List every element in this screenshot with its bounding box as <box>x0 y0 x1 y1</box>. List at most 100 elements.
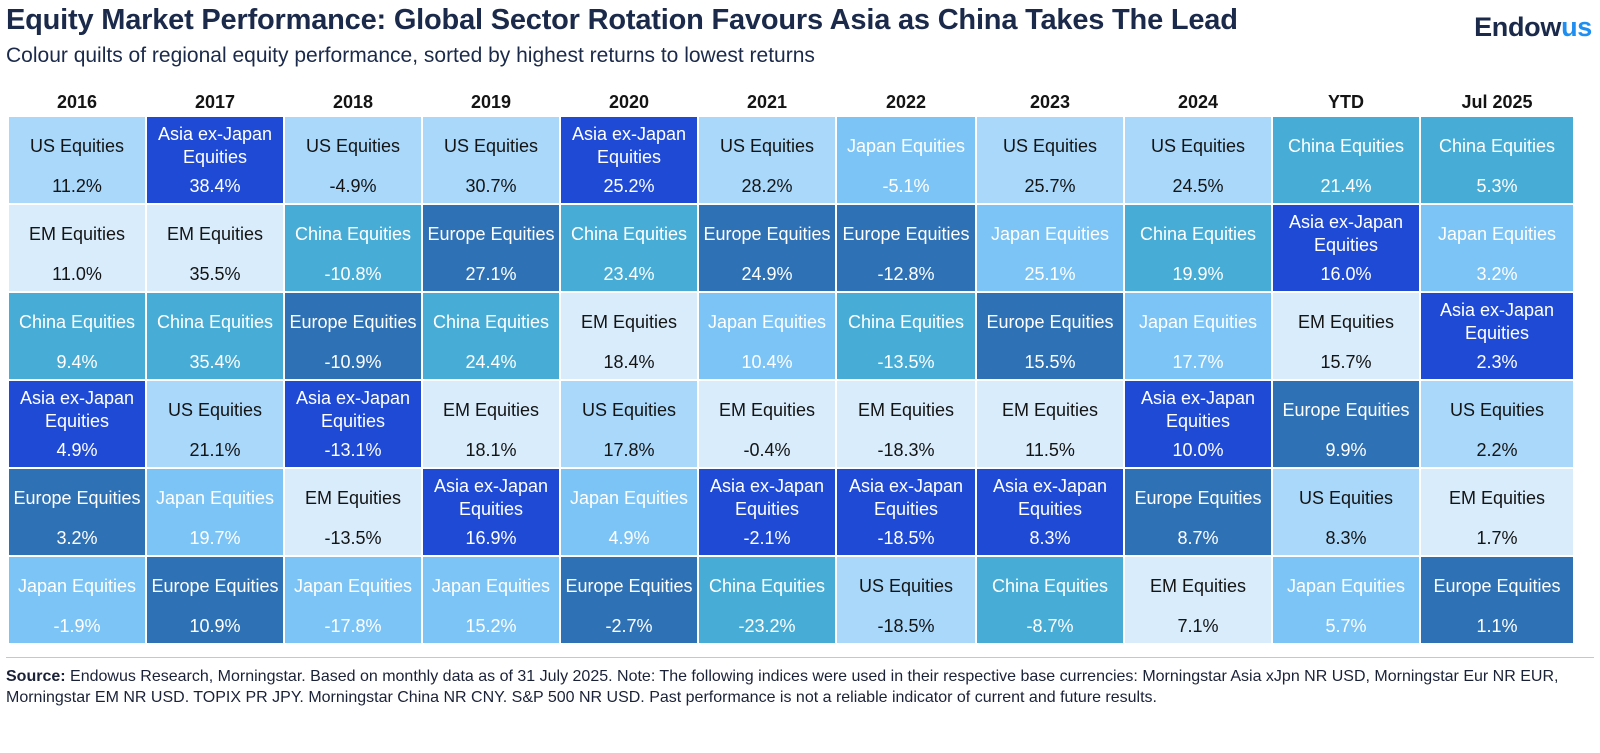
column-header-2017: 2017 <box>194 92 236 112</box>
quilt-cell-value: 23.4% <box>603 264 655 284</box>
quilt-cell-value: -17.8% <box>324 616 382 636</box>
quilt-cell-2019-rank-4: EM Equities 18.1% <box>422 380 560 468</box>
quilt-cell-2016-rank-3: China Equities 9.4% <box>8 292 146 380</box>
quilt-cell-label: Europe Equities <box>703 223 831 244</box>
column-header-2024: 2024 <box>1177 92 1219 112</box>
quilt-cell-label: China Equities <box>432 311 550 332</box>
quilt-cell-label: US Equities <box>443 135 539 156</box>
quilt-cell-label: Asia ex-Japan Equities <box>709 476 825 519</box>
column-header-2016: 2016 <box>56 92 98 112</box>
column-header-2019: 2019 <box>470 92 512 112</box>
quilt-cell-value: -12.8% <box>877 264 935 284</box>
quilt-cell-label: Europe Equities <box>1433 575 1561 596</box>
quilt-cell-value: -18.5% <box>877 528 935 548</box>
quilt-cell-label: Japan Equities <box>17 575 137 596</box>
quilt-cell-label: Japan Equities <box>1138 311 1258 332</box>
quilt-cell-2022-rank-5: Asia ex-Japan Equities -18.5% <box>836 468 976 556</box>
quilt-cell-2022-rank-1: Japan Equities -5.1% <box>836 116 976 204</box>
logo-text-accent: us <box>1561 12 1592 42</box>
quilt-cell-value: -4.9% <box>329 176 377 196</box>
quilt-cell-2024-rank-3: Japan Equities 17.7% <box>1124 292 1272 380</box>
quilt-cell-ytd-rank-6: Japan Equities 5.7% <box>1272 556 1420 644</box>
column-header-2018: 2018 <box>332 92 374 112</box>
quilt-cell-2024-rank-1: US Equities 24.5% <box>1124 116 1272 204</box>
quilt-cell-label: Japan Equities <box>431 575 551 596</box>
quilt-cell-2017-rank-2: EM Equities 35.5% <box>146 204 284 292</box>
quilt-cell-2021-rank-6: China Equities -23.2% <box>698 556 836 644</box>
footer-divider <box>6 657 1594 658</box>
chart-subtitle: Colour quilts of regional equity perform… <box>6 44 815 67</box>
quilt-cell-2018-rank-6: Japan Equities -17.8% <box>284 556 422 644</box>
quilt-cell-value: 17.7% <box>1172 352 1224 372</box>
quilt-cell-value: -18.5% <box>877 616 935 636</box>
quilt-cell-value: -13.5% <box>324 528 382 548</box>
quilt-cell-value: 8.3% <box>1029 528 1071 548</box>
quilt-cell-2020-rank-3: EM Equities 18.4% <box>560 292 698 380</box>
quilt-cell-label: EM Equities <box>1448 487 1546 508</box>
quilt-cell-value: -18.3% <box>877 440 935 460</box>
quilt-cell-2021-rank-5: Asia ex-Japan Equities -2.1% <box>698 468 836 556</box>
quilt-cell-value: 15.5% <box>1024 352 1076 372</box>
quilt-cell-2019-rank-1: US Equities 30.7% <box>422 116 560 204</box>
quilt-cell-jul-2025-rank-4: US Equities 2.2% <box>1420 380 1574 468</box>
quilt-cell-label: China Equities <box>294 223 412 244</box>
quilt-cell-label: US Equities <box>1002 135 1098 156</box>
quilt-cell-2021-rank-1: US Equities 28.2% <box>698 116 836 204</box>
quilt-cell-2020-rank-1: Asia ex-Japan Equities 25.2% <box>560 116 698 204</box>
quilt-cell-2022-rank-6: US Equities -18.5% <box>836 556 976 644</box>
column-header-2022: 2022 <box>885 92 927 112</box>
quilt-cell-label: China Equities <box>156 311 274 332</box>
quilt-cell-value: 19.9% <box>1172 264 1224 284</box>
quilt-cell-2020-rank-6: Europe Equities -2.7% <box>560 556 698 644</box>
quilt-cell-2021-rank-3: Japan Equities 10.4% <box>698 292 836 380</box>
quilt-cell-value: 11.5% <box>1025 440 1075 460</box>
quilt-cell-value: 16.0% <box>1320 264 1372 284</box>
quilt-cell-value: 16.9% <box>465 528 517 548</box>
quilt-cell-jul-2025-rank-2: Japan Equities 3.2% <box>1420 204 1574 292</box>
quilt-cell-label: EM Equities <box>580 311 678 332</box>
quilt-cell-value: 15.2% <box>465 616 517 636</box>
quilt-cell-value: -23.2% <box>738 616 796 636</box>
quilt-cell-2016-rank-5: Europe Equities 3.2% <box>8 468 146 556</box>
quilt-cell-label: China Equities <box>1287 135 1405 156</box>
quilt-cell-label: Japan Equities <box>707 311 827 332</box>
quilt-cell-label: Asia ex-Japan Equities <box>157 124 273 167</box>
quilt-cell-value: -10.8% <box>324 264 382 284</box>
quilt-cell-value: 5.7% <box>1325 616 1367 636</box>
quilt-cell-ytd-rank-3: EM Equities 15.7% <box>1272 292 1420 380</box>
quilt-cell-value: 3.2% <box>1476 264 1518 284</box>
quilt-cell-value: 9.4% <box>56 352 98 372</box>
quilt-cell-label: China Equities <box>1139 223 1257 244</box>
quilt-cell-ytd-rank-5: US Equities 8.3% <box>1272 468 1420 556</box>
column-header-ytd: YTD <box>1328 92 1364 112</box>
column-header-jul-2025: Jul 2025 <box>1461 92 1533 112</box>
quilt-cell-label: EM Equities <box>304 487 402 508</box>
quilt-cell-label: US Equities <box>858 575 954 596</box>
endowus-logo: Endowus <box>1474 12 1592 43</box>
quilt-cell-value: 3.2% <box>56 528 98 548</box>
quilt-cell-label: Asia ex-Japan Equities <box>1288 212 1404 255</box>
quilt-cell-label: US Equities <box>1449 399 1545 420</box>
quilt-cell-value: 5.3% <box>1476 176 1518 196</box>
quilt-cell-2019-rank-3: China Equities 24.4% <box>422 292 560 380</box>
quilt-cell-label: Europe Equities <box>565 575 693 596</box>
quilt-cell-2023-rank-5: Asia ex-Japan Equities 8.3% <box>976 468 1124 556</box>
quilt-cell-value: -2.1% <box>743 528 791 548</box>
quilt-cell-value: 1.1% <box>1476 616 1518 636</box>
quilt-cell-label: US Equities <box>1298 487 1394 508</box>
column-header-2023: 2023 <box>1029 92 1071 112</box>
quilt-cell-2018-rank-5: EM Equities -13.5% <box>284 468 422 556</box>
quilt-cell-label: Europe Equities <box>1282 399 1410 420</box>
quilt-cell-2018-rank-1: US Equities -4.9% <box>284 116 422 204</box>
quilt-cell-2024-rank-6: EM Equities 7.1% <box>1124 556 1272 644</box>
quilt-cell-label: Japan Equities <box>155 487 275 508</box>
quilt-cell-value: 4.9% <box>56 440 98 460</box>
quilt-cell-value: 1.7% <box>1476 528 1518 548</box>
quilt-cell-value: -13.5% <box>877 352 935 372</box>
quilt-cell-2017-rank-3: China Equities 35.4% <box>146 292 284 380</box>
logo-text-main: Endow <box>1474 12 1562 42</box>
quilt-cell-value: 38.4% <box>189 176 241 196</box>
quilt-cell-value: 21.4% <box>1320 176 1372 196</box>
column-header-2020: 2020 <box>608 92 650 112</box>
quilt-cell-ytd-rank-2: Asia ex-Japan Equities 16.0% <box>1272 204 1420 292</box>
